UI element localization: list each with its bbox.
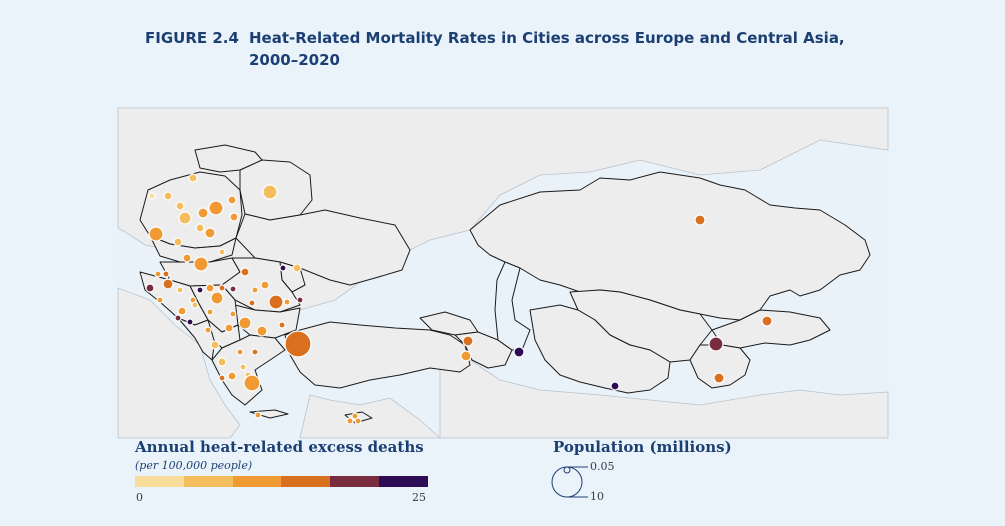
country-czechia-slovakia	[149, 235, 237, 263]
city-bubble	[148, 226, 164, 242]
city-bubble	[227, 371, 237, 381]
city-bubble	[191, 301, 199, 309]
city-bubble	[218, 374, 226, 382]
city-bubble	[162, 278, 174, 290]
size-legend-title: Population (millions)	[553, 438, 732, 456]
city-bubble	[460, 350, 472, 362]
city-bubble	[208, 200, 224, 216]
city-bubble	[173, 237, 183, 247]
city-bubble	[229, 310, 237, 318]
city-bubble	[188, 173, 198, 183]
country-turkmenistan	[529, 304, 671, 394]
city-bubble	[210, 340, 220, 350]
city-bubble	[186, 318, 194, 326]
city-bubble	[254, 411, 262, 419]
city-bubble	[195, 223, 205, 233]
color-legend-min: 0	[136, 491, 143, 504]
city-bubble	[148, 192, 156, 200]
city-bubble	[262, 184, 278, 200]
city-bubble	[351, 412, 359, 420]
size-legend-small-circle	[563, 466, 571, 474]
city-bubble	[156, 296, 164, 304]
color-step-4	[281, 476, 331, 487]
country-turkiye	[284, 321, 471, 389]
city-bubble	[204, 227, 216, 239]
color-legend-max: 25	[412, 491, 426, 504]
city-bubble	[462, 335, 474, 347]
city-bubble	[229, 212, 239, 222]
city-bubble	[236, 348, 244, 356]
figure-title: FIGURE 2.4 Heat-Related Mortality Rates i…	[145, 27, 845, 71]
country-lithuania	[194, 144, 263, 173]
color-step-5	[330, 476, 380, 487]
city-bubble	[354, 417, 362, 425]
figure-title-line1: Heat-Related Mortality Rates in Cities a…	[249, 29, 845, 47]
city-bubble	[248, 299, 256, 307]
city-bubble	[292, 263, 302, 273]
figure-title-line2: 2000–2020	[249, 51, 340, 69]
city-bubble	[260, 280, 270, 290]
city-bubble	[346, 417, 354, 425]
city-bubble	[182, 253, 192, 263]
city-bubble	[197, 207, 209, 219]
city-bubble	[224, 323, 234, 333]
size-legend-large-label: 10	[590, 490, 604, 503]
city-bubble	[210, 291, 224, 305]
city-bubble	[240, 267, 250, 277]
country-greece	[211, 334, 286, 406]
city-bubble	[163, 191, 173, 201]
country-kazakhstan	[469, 171, 871, 321]
city-bubble	[256, 325, 268, 337]
city-bubble	[218, 284, 226, 292]
color-legend-subtitle: (per 100,000 people)	[135, 459, 253, 472]
city-bubble	[177, 306, 187, 316]
city-bubble	[206, 308, 214, 316]
color-legend-title: Annual heat-related excess deaths	[135, 438, 424, 456]
city-bubble	[227, 195, 237, 205]
city-bubble	[175, 201, 185, 211]
city-bubble	[713, 372, 725, 384]
city-bubble	[176, 286, 184, 294]
color-step-2	[183, 476, 233, 487]
city-bubbles	[145, 173, 773, 425]
city-bubble	[708, 336, 724, 352]
city-bubble	[204, 326, 212, 334]
city-bubble	[694, 214, 706, 226]
city-bubble	[251, 348, 259, 356]
color-step-1	[135, 476, 184, 487]
city-bubble	[162, 270, 170, 278]
city-bubble	[284, 330, 312, 358]
city-bubble	[268, 294, 284, 310]
city-bubble	[229, 285, 237, 293]
city-bubble	[761, 315, 773, 327]
city-bubble	[154, 270, 162, 278]
city-bubble	[610, 381, 620, 391]
figure-label: FIGURE 2.4	[145, 29, 239, 47]
city-bubble	[196, 286, 204, 294]
city-bubble	[251, 286, 259, 294]
city-bubble	[283, 298, 291, 306]
size-legend	[551, 466, 588, 498]
size-legend-large-circle	[551, 466, 583, 498]
city-bubble	[238, 316, 252, 330]
city-bubble	[217, 357, 227, 367]
city-bubble	[193, 256, 209, 272]
city-bubble	[279, 264, 287, 272]
city-bubble	[174, 314, 182, 322]
color-step-6	[379, 476, 428, 487]
city-bubble	[178, 211, 192, 225]
city-bubble	[239, 363, 247, 371]
city-bubble	[278, 321, 286, 329]
city-bubble	[296, 296, 304, 304]
city-bubble	[218, 248, 226, 256]
size-legend-small-label: 0.05	[590, 460, 615, 473]
city-bubble	[205, 283, 215, 293]
focus-countries	[139, 144, 871, 424]
color-step-3	[232, 476, 282, 487]
color-legend-bar	[135, 476, 428, 487]
city-bubble	[513, 346, 525, 358]
city-bubble	[243, 374, 261, 392]
city-bubble	[145, 283, 155, 293]
